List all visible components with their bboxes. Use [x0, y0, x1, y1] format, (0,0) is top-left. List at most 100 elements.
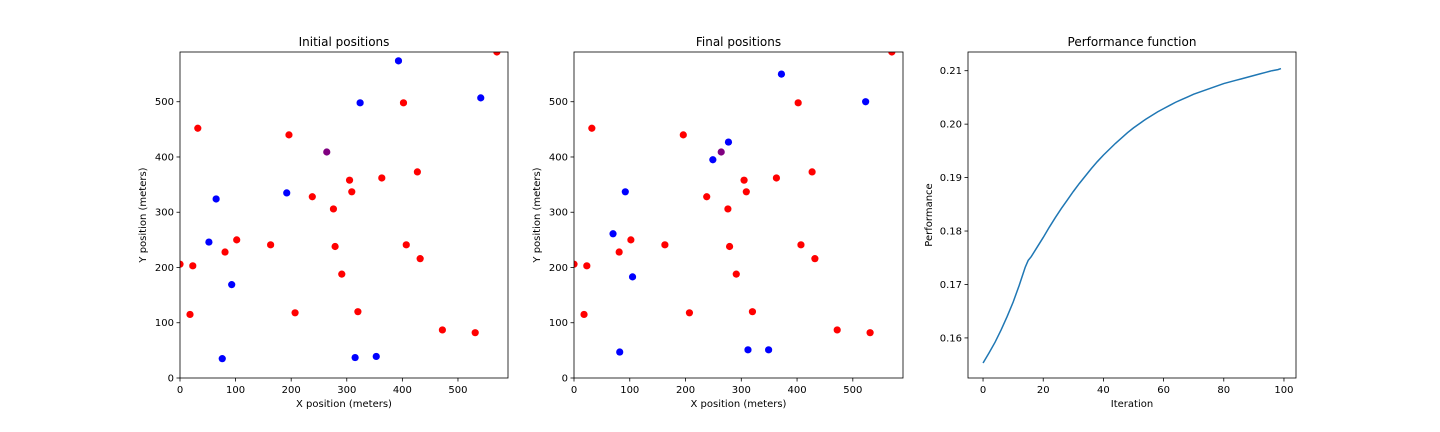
- series-line: [982, 67, 1282, 364]
- data-point: [777, 70, 786, 78]
- data-point: [416, 255, 424, 263]
- data-point: [628, 273, 637, 281]
- data-point: [291, 309, 299, 317]
- chart-title: Initial positions: [299, 35, 390, 49]
- data-point: [351, 353, 359, 362]
- data-point: [399, 99, 408, 107]
- data-point: [189, 262, 197, 270]
- data-point: [685, 309, 694, 317]
- axes-frame: [573, 51, 904, 379]
- y-tick-label: 500: [549, 97, 568, 108]
- data-point: [866, 329, 874, 337]
- x-axis-label: X position (meters): [296, 399, 392, 410]
- x-tick-label: 300: [732, 385, 751, 396]
- y-axis-label: Y position (meters): [532, 167, 543, 263]
- data-point: [471, 329, 479, 337]
- y-tick-label: 500: [155, 97, 174, 108]
- data-point: [888, 52, 896, 56]
- chart-2: 0 20 40 60 80 100 0.16 0.17 0.18 0.19 0.20 0.21 Perf…: [924, 35, 1297, 410]
- x-tick-label: 100: [620, 385, 639, 396]
- y-tick-label: 100: [549, 318, 568, 329]
- axes-frame: [967, 51, 1297, 379]
- data-point: [493, 52, 501, 56]
- y-tick-label: 0.18: [940, 227, 962, 238]
- y-tick-label: 0.19: [940, 173, 962, 184]
- chart-title: Performance function: [1068, 35, 1197, 49]
- data-point: [588, 124, 596, 132]
- data-point: [283, 189, 291, 197]
- y-tick-label: 100: [155, 318, 174, 329]
- data-point: [323, 148, 331, 156]
- x-axis-label: X position (meters): [691, 399, 787, 410]
- x-tick-label: 500: [843, 385, 862, 396]
- data-point: [740, 176, 748, 184]
- y-tick-label: 200: [549, 263, 568, 274]
- y-axis-label: Performance: [924, 183, 935, 246]
- data-point: [748, 308, 757, 316]
- chart-0: 0 100 200 300 400 500 0 100 200 300 400 500 Initial …: [138, 35, 509, 410]
- data-point: [402, 241, 410, 249]
- data-point: [228, 281, 236, 289]
- data-point: [378, 174, 386, 182]
- y-tick-label: 300: [549, 208, 568, 219]
- data-point: [742, 188, 750, 196]
- data-point: [233, 236, 241, 244]
- x-tick-label: 400: [393, 385, 412, 396]
- y-tick-label: 0.17: [940, 280, 962, 291]
- data-point: [772, 174, 781, 182]
- x-tick-label: 100: [226, 385, 245, 396]
- data-point: [732, 270, 740, 278]
- x-tick-label: 60: [1157, 385, 1170, 396]
- data-point: [744, 346, 752, 354]
- x-tick-label: 20: [1037, 385, 1050, 396]
- data-point: [372, 352, 380, 361]
- y-tick-label: 400: [155, 152, 174, 163]
- y-tick-label: 0.21: [940, 66, 962, 77]
- data-point: [615, 248, 623, 256]
- data-point: [394, 57, 403, 65]
- data-point: [811, 255, 819, 263]
- data-point: [331, 242, 339, 251]
- data-point: [574, 260, 578, 268]
- data-point: [354, 308, 362, 316]
- data-point: [477, 94, 485, 102]
- x-tick-label: 0: [571, 385, 577, 396]
- x-tick-label: 300: [337, 385, 356, 396]
- plot-area: [574, 52, 896, 356]
- y-tick-label: 0.20: [940, 120, 962, 131]
- data-point: [212, 195, 220, 203]
- plot-area: [180, 52, 501, 363]
- plot-area: [982, 67, 1282, 364]
- data-point: [285, 131, 293, 139]
- data-point: [221, 248, 229, 256]
- data-point: [724, 138, 733, 146]
- data-point: [833, 326, 841, 334]
- data-point: [717, 148, 725, 156]
- data-point: [621, 188, 629, 196]
- data-point: [180, 260, 184, 268]
- x-tick-label: 0: [980, 385, 986, 396]
- data-point: [338, 270, 346, 278]
- data-point: [348, 188, 356, 196]
- x-tick-label: 0: [177, 385, 183, 396]
- axes-frame: [179, 51, 509, 379]
- data-point: [765, 346, 773, 354]
- data-point: [797, 241, 805, 249]
- data-point: [205, 238, 213, 246]
- data-point: [725, 242, 734, 251]
- x-tick-label: 40: [1097, 385, 1110, 396]
- data-point: [862, 98, 870, 106]
- data-point: [186, 310, 194, 319]
- x-tick-label: 400: [788, 385, 807, 396]
- y-axis-label: Y position (meters): [138, 167, 149, 263]
- data-point: [709, 156, 717, 164]
- data-point: [267, 241, 275, 249]
- data-point: [661, 241, 669, 249]
- x-axis-label: Iteration: [1111, 399, 1153, 410]
- x-tick-label: 500: [448, 385, 467, 396]
- data-point: [438, 326, 446, 334]
- data-point: [413, 168, 421, 176]
- x-tick-label: 80: [1217, 385, 1230, 396]
- data-point: [609, 230, 617, 238]
